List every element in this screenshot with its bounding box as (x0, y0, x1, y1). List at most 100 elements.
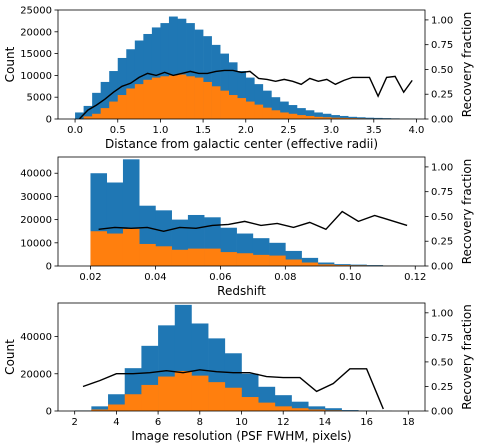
bar-recovered (301, 262, 319, 266)
x-tick-label: 0.0 (67, 125, 83, 136)
x-axis-label: Distance from galactic center (effective… (105, 137, 378, 151)
bar-recovered (348, 118, 358, 119)
fraction-line (98, 210, 408, 233)
bar-recovered (254, 104, 264, 119)
bar-recovered (141, 384, 159, 411)
panel-2: 0.02 0.04 0.06 0.08 0.10 0.12 0 10000 20000 30000… (20, 156, 474, 298)
bar-total (160, 23, 170, 119)
bar-total (356, 117, 366, 119)
bar-recovered (237, 98, 247, 119)
x-tick-label: 0.12 (404, 272, 426, 283)
panel-3: 2 4 6 8 10 12 14 16 18 0 20000 40000 0.00 0.25 0.50 0.7… (3, 302, 474, 443)
bar-recovered (106, 233, 124, 266)
bar-recovered (204, 248, 221, 266)
x-tick-label: 2.5 (280, 125, 296, 136)
bar-recovered (109, 101, 119, 119)
bar-recovered (160, 76, 170, 119)
y2-tick-label: 0.00 (431, 407, 453, 418)
bar-recovered (151, 77, 161, 119)
bar-total (117, 57, 127, 119)
y2-tick-label: 0.25 (431, 90, 453, 101)
y2-tick-label: 0.75 (431, 40, 453, 51)
bar-recovered (258, 402, 276, 411)
y-tick-label: 40000 (20, 169, 52, 180)
y2-tick-label: 0.25 (431, 237, 453, 248)
bar-total (348, 116, 358, 119)
fraction-line (78, 69, 413, 119)
x-tick-label: 12 (277, 417, 290, 428)
x-tick-label: 14 (319, 417, 332, 428)
x-tick-label: 0.5 (110, 125, 126, 136)
bar-recovered (228, 95, 238, 119)
bar-total (291, 401, 309, 411)
x-tick-label: 0.08 (274, 272, 296, 283)
y2-tick-label: 0.50 (431, 357, 453, 368)
bar-total (177, 18, 187, 119)
bar-total (126, 49, 136, 119)
fraction-line (82, 368, 384, 410)
bar-recovered (83, 116, 93, 119)
bar-recovered (285, 259, 302, 266)
x-tick-label: 8 (197, 417, 203, 428)
bar-total (322, 113, 332, 119)
y-tick-label: 5000 (27, 93, 52, 104)
bar-total (194, 29, 204, 119)
axes-frame (57, 156, 426, 267)
bar-recovered (155, 246, 172, 266)
bar-recovered (224, 387, 242, 411)
bar-total (143, 33, 153, 119)
bar-recovered (187, 248, 205, 266)
bar-recovered (139, 243, 156, 266)
bar-total (331, 115, 340, 119)
x-tick-label: 1.5 (195, 125, 211, 136)
bar-recovered (339, 117, 349, 119)
bar-total (134, 40, 144, 119)
bar-recovered (262, 107, 272, 119)
bar-recovered (269, 255, 286, 266)
y-tick-label: 40000 (20, 332, 52, 343)
bar-total (324, 408, 342, 411)
y-tick-label: 20000 (20, 215, 52, 226)
y2-tick-label: 0.50 (431, 65, 453, 76)
bar-recovered (305, 115, 315, 119)
bar-recovered (296, 115, 306, 119)
y-tick-label: 25000 (20, 6, 52, 17)
x-tick-label: 2 (71, 417, 77, 428)
plot-area (74, 304, 392, 411)
bar-total (203, 36, 212, 119)
bar-recovered (177, 74, 187, 119)
bar-recovered (317, 264, 335, 266)
bar-recovered (211, 86, 221, 119)
x-tick-label: 16 (360, 417, 373, 428)
bar-total (296, 108, 306, 119)
bar-recovered (117, 95, 127, 119)
bar-recovered (331, 117, 340, 119)
bar-total (109, 71, 119, 119)
y-axis-label: Count (3, 339, 17, 375)
y-tick-label: 15000 (20, 49, 52, 60)
bar-total (254, 84, 264, 119)
y-tick-label: 10000 (20, 71, 52, 82)
bar-recovered (220, 252, 237, 266)
y-axis-label: Count (3, 46, 17, 82)
bar-recovered (191, 375, 209, 411)
y2-axis-label: Recovery fraction (460, 12, 474, 118)
y-tick-label: 30000 (20, 192, 52, 203)
bar-total (92, 92, 101, 119)
y2-tick-label: 0.50 (431, 212, 453, 223)
bar-total (301, 257, 319, 266)
bar-recovered (194, 77, 204, 119)
x-tick-label: 3.0 (323, 125, 339, 136)
bar-recovered (334, 265, 351, 266)
y2-tick-label: 0.25 (431, 382, 453, 393)
x-tick-label: 0.04 (144, 272, 166, 283)
x-tick-label: 2.0 (238, 125, 254, 136)
bar-total (317, 262, 335, 266)
x-tick-label: 10 (235, 417, 248, 428)
y-tick-label: 0 (46, 115, 52, 126)
bar-total (314, 112, 323, 119)
y2-axis-label: Recovery fraction (460, 304, 474, 410)
y-tick-label: 0 (46, 262, 52, 273)
bar-recovered (245, 101, 255, 119)
y2-axis-label: Recovery fraction (460, 159, 474, 265)
